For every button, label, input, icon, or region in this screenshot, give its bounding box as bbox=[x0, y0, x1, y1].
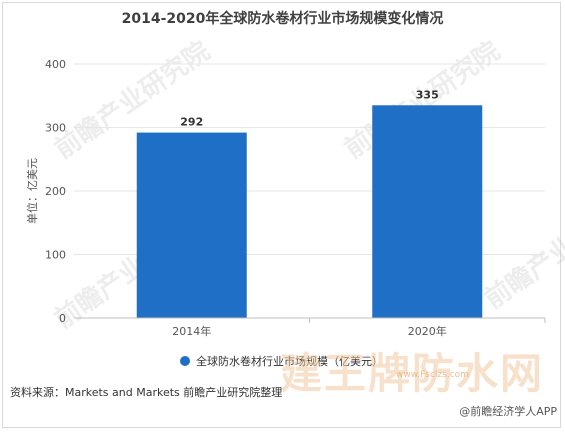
legend-swatch bbox=[180, 356, 190, 366]
data-label: 292 bbox=[180, 116, 203, 129]
watermark-stamp: 建王牌防水网 bbox=[280, 349, 545, 398]
x-tick-label: 2020年 bbox=[408, 324, 447, 338]
bar bbox=[136, 132, 247, 318]
x-tick-label: 2014年 bbox=[172, 324, 211, 338]
y-tick-label: 300 bbox=[45, 122, 66, 135]
y-tick-label: 400 bbox=[45, 58, 66, 71]
y-tick-label: 0 bbox=[59, 312, 66, 325]
watermark-stamp-url: www.Fsclzs.com bbox=[396, 370, 469, 380]
legend-label: 全球防水卷材行业市场规模（亿美元） bbox=[196, 354, 383, 368]
app-credit: @前瞻经济学人APP bbox=[459, 405, 557, 418]
bars: 292 335 bbox=[136, 88, 483, 319]
data-label: 335 bbox=[416, 88, 439, 101]
x-axis-ticks: 2014年 2020年 bbox=[172, 318, 546, 338]
y-tick-label: 200 bbox=[45, 185, 66, 198]
y-tick-label: 100 bbox=[45, 249, 66, 262]
chart-title: 2014-2020年全球防水卷材行业市场规模变化情况 bbox=[121, 11, 444, 27]
source-note: 资料来源：Markets and Markets 前瞻产业研究院整理 bbox=[10, 386, 283, 399]
y-axis-ticks: 0 100 200 300 400 bbox=[45, 58, 66, 325]
bar bbox=[372, 105, 483, 319]
chart-frame bbox=[2, 2, 561, 428]
y-axis-label: 单位：亿美元 bbox=[25, 158, 39, 224]
